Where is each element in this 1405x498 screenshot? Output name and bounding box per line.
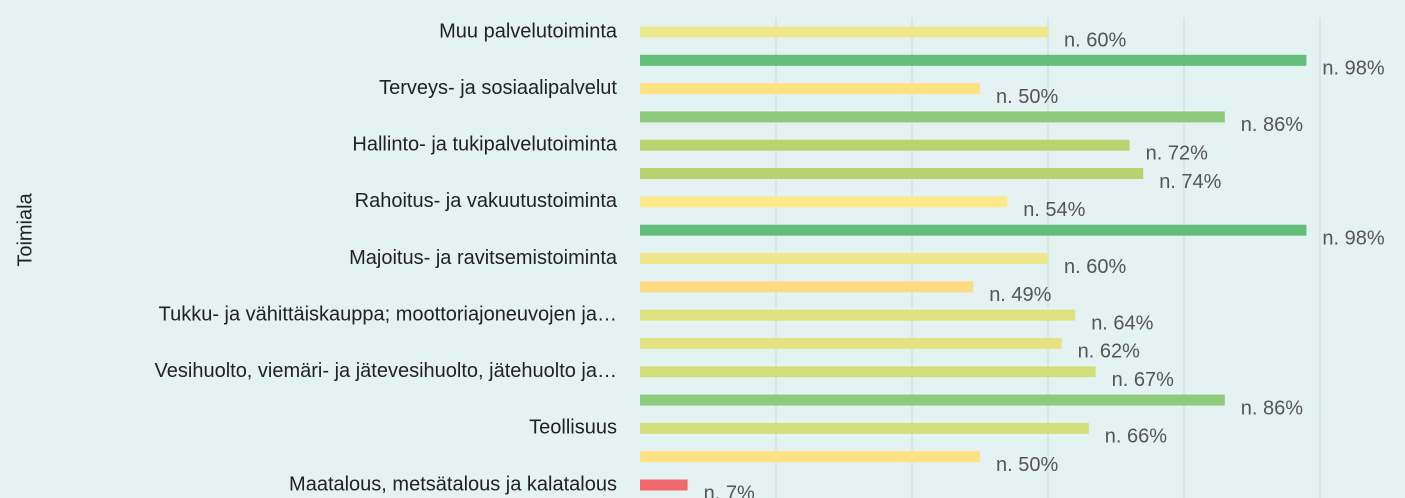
value-label: n. 50%: [996, 454, 1058, 476]
bar: [640, 253, 1048, 264]
value-label: n. 7%: [704, 482, 755, 498]
y-tick-label: Teollisuus: [529, 417, 617, 439]
bar: [640, 168, 1144, 180]
y-tick-label: Hallinto- ja tukipalvelutoiminta: [352, 134, 617, 156]
value-label: n. 98%: [1322, 227, 1384, 249]
bar: [640, 196, 1008, 208]
value-label: n. 72%: [1146, 143, 1208, 165]
bar: [640, 451, 980, 463]
bar: [640, 394, 1225, 406]
y-tick-label: Majoitus- ja ravitsemistoiminta: [349, 247, 618, 269]
value-label: n. 60%: [1064, 256, 1126, 278]
bar: [640, 366, 1096, 378]
bar: [640, 281, 974, 293]
value-label: n. 66%: [1105, 426, 1167, 448]
y-tick-label: Rahoitus- ja vakuutustoiminta: [355, 190, 618, 212]
bar: [640, 54, 1307, 66]
value-label: n. 98%: [1322, 58, 1384, 80]
value-label: n. 62%: [1078, 341, 1140, 363]
bar: [640, 139, 1130, 151]
value-label: n. 50%: [996, 86, 1058, 108]
value-label: n. 49%: [989, 284, 1051, 306]
value-label: n. 74%: [1159, 171, 1221, 193]
value-label: n. 54%: [1023, 199, 1085, 221]
value-label: n. 60%: [1064, 29, 1126, 51]
value-label: n. 86%: [1241, 114, 1303, 136]
y-axis-label: Toimiala: [14, 192, 36, 266]
y-tick-label: Terveys- ja sosiaalipalvelut: [379, 77, 617, 99]
bar: [640, 111, 1225, 123]
bar: [640, 83, 980, 95]
value-label: n. 64%: [1091, 312, 1153, 334]
bar: [640, 26, 1048, 38]
value-label: n. 86%: [1241, 397, 1303, 419]
bar: [640, 224, 1307, 236]
y-tick-label: Tukku- ja vähittäiskauppa; moottoriajone…: [159, 303, 617, 325]
bar: [640, 422, 1089, 434]
bar: [640, 479, 688, 491]
y-tick-label: Muu palvelutoiminta: [439, 20, 618, 42]
y-tick-label: Maatalous, metsätalous ja kalatalous: [289, 473, 617, 495]
bar: [640, 337, 1062, 349]
value-label: n. 67%: [1112, 369, 1174, 391]
bar: [640, 309, 1076, 321]
y-tick-label: Vesihuolto, viemäri- ja jätevesihuolto, …: [155, 360, 617, 382]
